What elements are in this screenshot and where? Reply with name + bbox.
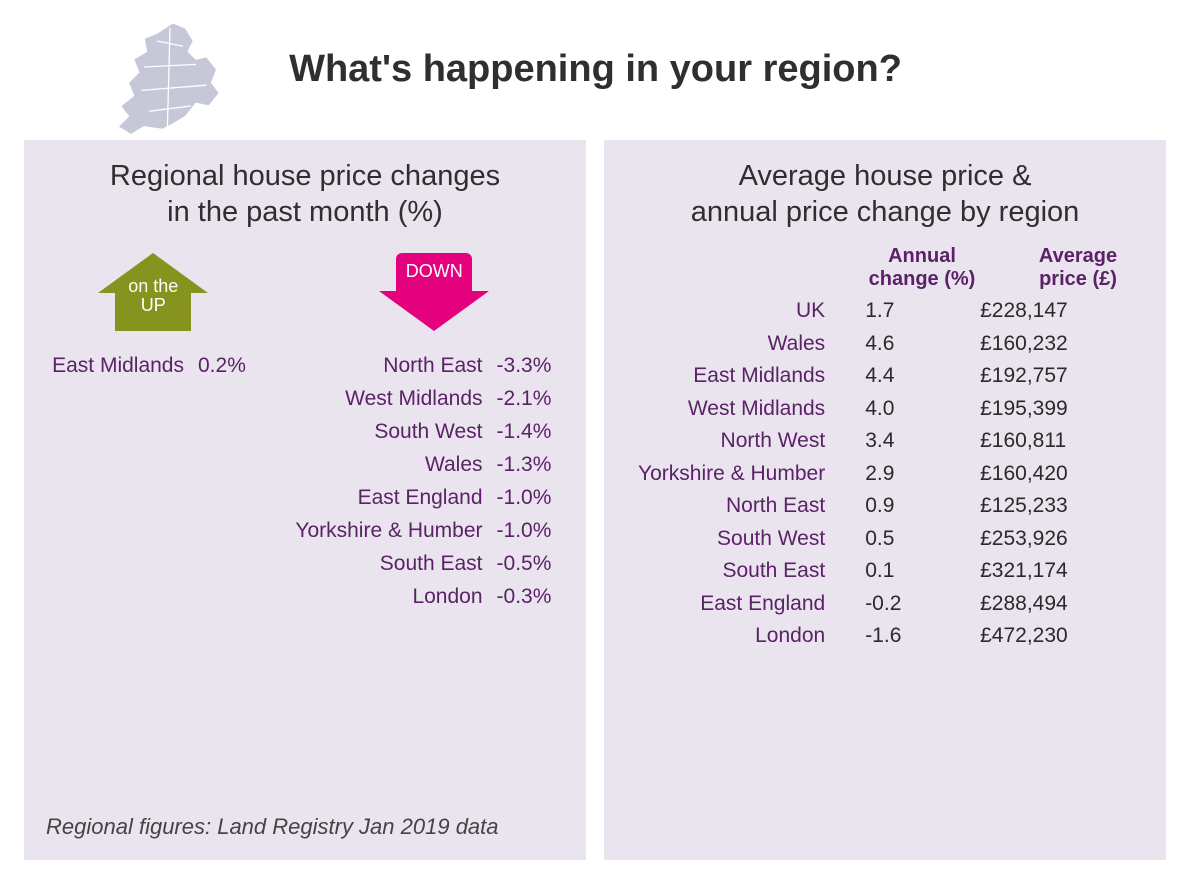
region-value: -1.4% <box>491 420 561 444</box>
annual-change-value: 0.5 <box>835 527 958 551</box>
infographic-root: What's happening in your region? Regiona… <box>0 0 1191 885</box>
annual-change-value: -0.2 <box>835 592 958 616</box>
right-panel-title: Average house price & annual price chang… <box>604 158 1166 231</box>
average-price-value: £288,494 <box>958 592 1166 616</box>
region-label: North West <box>604 429 835 453</box>
table-row: Wales4.6£160,232 <box>604 332 1166 356</box>
average-price-value: £192,757 <box>958 364 1166 388</box>
header-annual-change: Annual change (%) <box>842 245 1002 291</box>
header-average-price: Average price (£) <box>1002 245 1154 291</box>
table-row: Yorkshire & Humber2.9£160,420 <box>604 462 1166 486</box>
region-label: East Midlands <box>604 364 835 388</box>
left-panel: Regional house price changes in the past… <box>24 140 586 860</box>
region-value: -3.3% <box>491 354 561 378</box>
region-label: South East <box>604 559 835 583</box>
arrows-row: on the UP DOWN <box>24 253 586 331</box>
table-row: East England-0.2£288,494 <box>604 592 1166 616</box>
table-row: North East0.9£125,233 <box>604 494 1166 518</box>
region-label: Wales <box>283 453 491 477</box>
region-label: West Midlands <box>283 387 491 411</box>
region-label: Yorkshire & Humber <box>604 462 835 486</box>
region-label: East Midlands <box>24 354 192 378</box>
region-label: London <box>604 624 835 648</box>
annual-change-value: 0.9 <box>835 494 958 518</box>
table-row: North West3.4£160,811 <box>604 429 1166 453</box>
list-item: South West-1.4% <box>283 420 586 444</box>
annual-change-value: 1.7 <box>835 299 958 323</box>
up-arrow-label: on the UP <box>98 277 208 317</box>
average-price-value: £160,232 <box>958 332 1166 356</box>
right-title-line1: Average house price & <box>739 160 1032 192</box>
average-price-value: £160,811 <box>958 429 1166 453</box>
annual-change-value: -1.6 <box>835 624 958 648</box>
region-label: West Midlands <box>604 397 835 421</box>
region-label: North East <box>604 494 835 518</box>
list-item: East England-1.0% <box>283 486 586 510</box>
left-title-line1: Regional house price changes <box>110 160 500 192</box>
annual-change-value: 4.0 <box>835 397 958 421</box>
right-title-line2: annual price change by region <box>691 196 1080 228</box>
right-table-header: Annual change (%) Average price (£) <box>604 245 1166 291</box>
right-panel: Average house price & annual price chang… <box>604 140 1166 860</box>
region-label: Wales <box>604 332 835 356</box>
region-label: London <box>283 585 491 609</box>
list-item: South East-0.5% <box>283 552 586 576</box>
list-item: London-0.3% <box>283 585 586 609</box>
list-item: East Midlands0.2% <box>24 354 283 378</box>
region-value: -0.3% <box>491 585 561 609</box>
region-label: Yorkshire & Humber <box>283 519 491 543</box>
monthly-change-lists: East Midlands0.2% North East-3.3%West Mi… <box>24 345 586 618</box>
average-price-value: £253,926 <box>958 527 1166 551</box>
list-item: Yorkshire & Humber-1.0% <box>283 519 586 543</box>
annual-change-value: 0.1 <box>835 559 958 583</box>
main-title: What's happening in your region? <box>0 48 1191 91</box>
average-price-value: £321,174 <box>958 559 1166 583</box>
left-title-line2: in the past month (%) <box>167 196 443 228</box>
region-label: East England <box>604 592 835 616</box>
table-row: London-1.6£472,230 <box>604 624 1166 648</box>
region-label: South East <box>283 552 491 576</box>
list-item: North East-3.3% <box>283 354 586 378</box>
region-value: -1.0% <box>491 486 561 510</box>
average-price-value: £228,147 <box>958 299 1166 323</box>
table-row: South East0.1£321,174 <box>604 559 1166 583</box>
region-value: -0.5% <box>491 552 561 576</box>
region-label: North East <box>283 354 491 378</box>
annual-change-value: 3.4 <box>835 429 958 453</box>
list-item: Wales-1.3% <box>283 453 586 477</box>
region-value: -1.0% <box>491 519 561 543</box>
region-label: East England <box>283 486 491 510</box>
up-arrow-icon: on the UP <box>98 253 208 331</box>
region-value: -1.3% <box>491 453 561 477</box>
list-item: West Midlands-2.1% <box>283 387 586 411</box>
average-price-value: £472,230 <box>958 624 1166 648</box>
left-panel-title: Regional house price changes in the past… <box>24 158 586 231</box>
up-list: East Midlands0.2% <box>24 345 283 618</box>
average-price-value: £160,420 <box>958 462 1166 486</box>
right-table-body: UK1.7£228,147 Wales4.6£160,232 East Midlan… <box>604 299 1166 648</box>
region-value: -2.1% <box>491 387 561 411</box>
region-label: UK <box>604 299 835 323</box>
average-price-value: £125,233 <box>958 494 1166 518</box>
source-footnote: Regional figures: Land Registry Jan 2019… <box>46 814 499 840</box>
table-row: West Midlands4.0£195,399 <box>604 397 1166 421</box>
down-arrow-icon: DOWN <box>379 253 489 331</box>
annual-change-value: 4.6 <box>835 332 958 356</box>
region-label: South West <box>604 527 835 551</box>
region-value: 0.2% <box>192 354 262 378</box>
table-row: East Midlands4.4£192,757 <box>604 364 1166 388</box>
down-list: North East-3.3%West Midlands-2.1%South W… <box>283 345 586 618</box>
table-row: UK1.7£228,147 <box>604 299 1166 323</box>
table-row: South West0.5£253,926 <box>604 527 1166 551</box>
region-label: South West <box>283 420 491 444</box>
down-arrow-label: DOWN <box>379 261 489 282</box>
annual-change-value: 2.9 <box>835 462 958 486</box>
annual-change-value: 4.4 <box>835 364 958 388</box>
average-price-value: £195,399 <box>958 397 1166 421</box>
